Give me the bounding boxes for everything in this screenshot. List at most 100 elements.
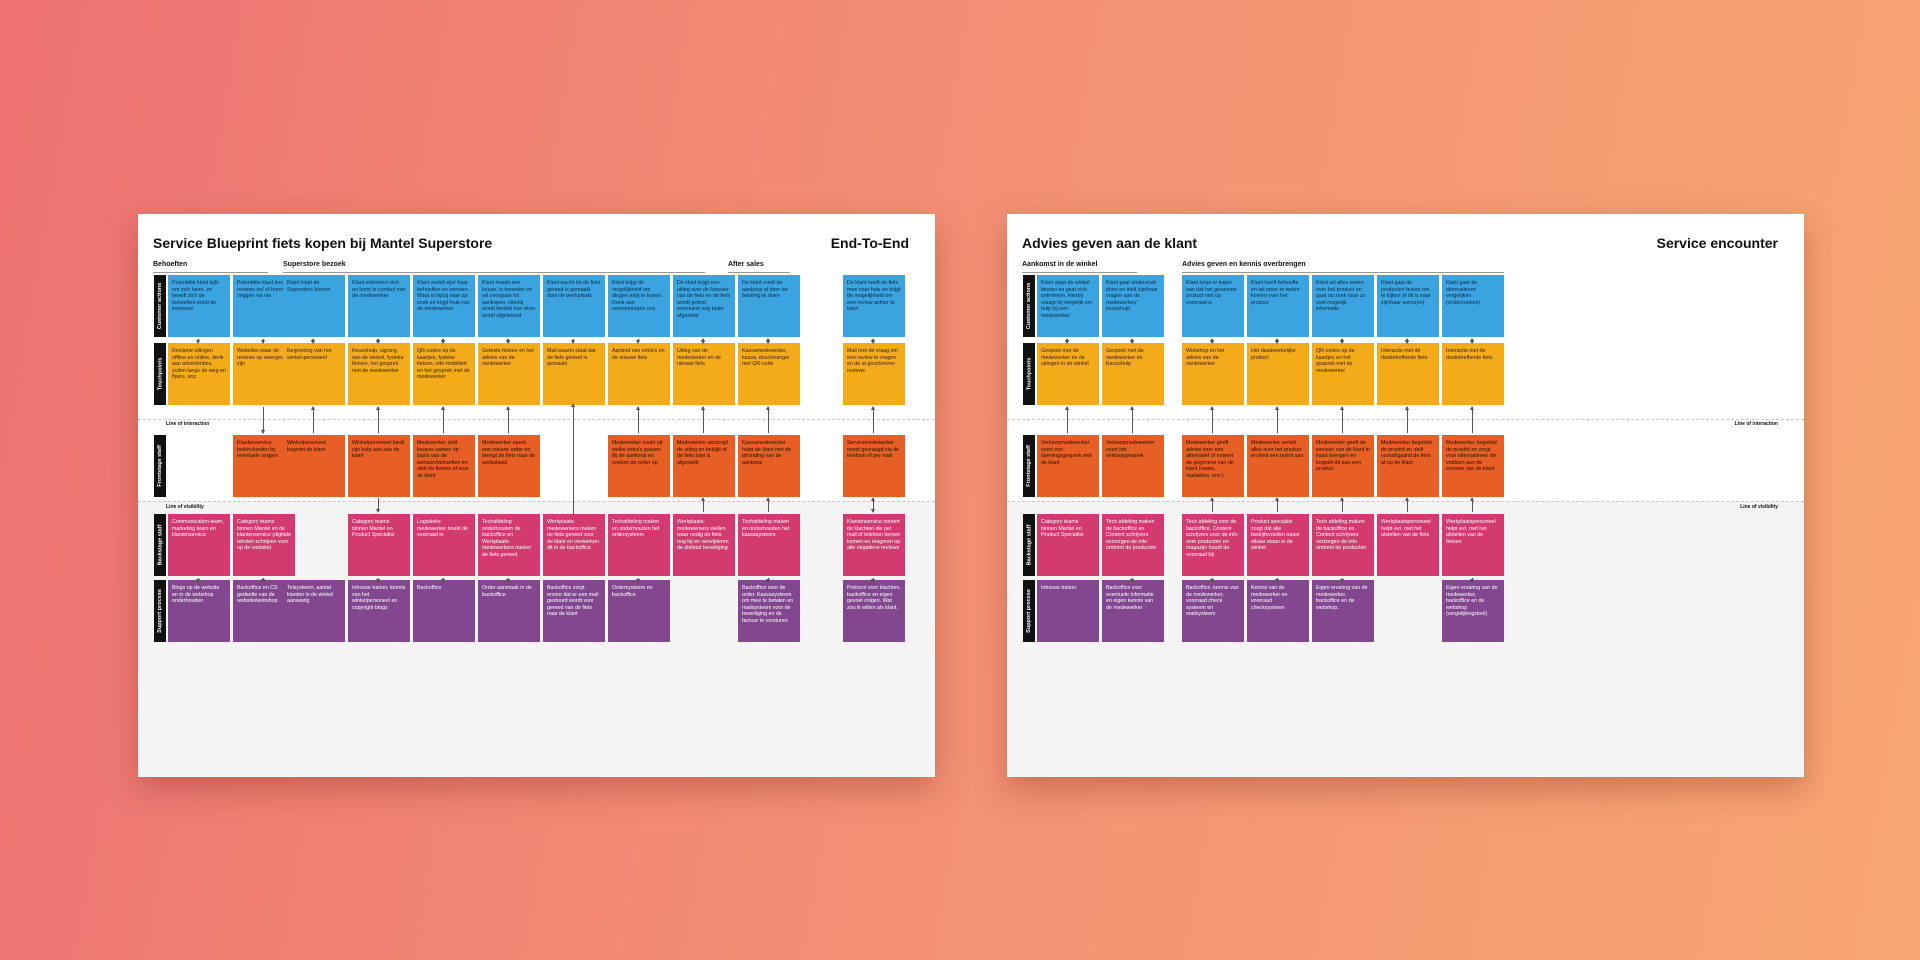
- backstage-card: Product specialist zorgt dat alle bedrij…: [1247, 514, 1309, 576]
- customer-action-card: Klant loopt er tegen aan dat het gewenst…: [1182, 275, 1244, 337]
- connector-arrow: [1130, 406, 1134, 433]
- connector-arrow: [766, 497, 770, 512]
- connector-arrow-long: [571, 403, 575, 514]
- backstage-card: Werkplaatspersoneel helpt evt. met het a…: [1442, 514, 1504, 576]
- touchpoint-card: QR-codes op de kaartjes, fysieke fietsen…: [413, 343, 475, 405]
- connector-arrow: [871, 578, 875, 583]
- customer-action-card: Klant krijgt de mogelijkheid om dingen e…: [608, 275, 670, 337]
- connector-arrow: [441, 406, 445, 433]
- frontstage-card: Medewerker begeleid de proefrit en stelt…: [1377, 435, 1439, 497]
- connector-arrow: [311, 406, 315, 433]
- frontstage-card: Medewerker geeft advies voor een alterna…: [1182, 435, 1244, 497]
- touchpoint-card: Het daadwerkelijke product: [1247, 343, 1309, 405]
- touchpoint-card: Reclame uitingen offline en online, denk…: [168, 343, 230, 405]
- connector-arrow: [506, 578, 510, 583]
- connector-arrow: [1210, 406, 1214, 433]
- backstage-card: Techafdeling onderhouden de backoffice e…: [478, 514, 540, 576]
- connector-arrow: [1470, 497, 1474, 512]
- customer-action-card: Klant loopt de Superstore binnen: [283, 275, 345, 337]
- connector-arrow: [1065, 406, 1069, 433]
- support-process-card: Kennis van de medewerker en voorraad che…: [1247, 580, 1309, 642]
- section-header: Superstore bezoek: [283, 261, 705, 273]
- backstage-card: Category teams binnen Mantel en Product …: [348, 514, 410, 576]
- connector-arrow: [376, 338, 380, 344]
- line-of-interaction-label: Line of interaction: [1734, 421, 1778, 427]
- connector-arrow: [1210, 497, 1214, 512]
- backstage-card: Tech afdeling voor de backoffice, Conten…: [1182, 514, 1244, 576]
- frontstage-card: Medewerker zoekt uit welke extra's passe…: [608, 435, 670, 497]
- row-label-support-process: Support process: [154, 580, 166, 642]
- poster-title: Advies geven aan de klant: [1022, 235, 1198, 251]
- frontstage-card: Medewerker verzorgd de uitleg en bekijkt…: [673, 435, 735, 497]
- touchpoint-card: Kassamedewerker, kassa, doucheanger met …: [738, 343, 800, 405]
- backstage-card: Klantenservice noteert de klachten die p…: [843, 514, 905, 576]
- customer-action-card: De klant krijgt een uitleg over de funct…: [673, 275, 735, 337]
- connector-arrow: [766, 338, 770, 344]
- customer-action-card: Potentiële klant kijkt om zich heen, en …: [168, 275, 230, 337]
- section-header: Aankomst in de winkel: [1022, 261, 1137, 273]
- poster-subtitle: Service encounter: [1656, 235, 1778, 251]
- support-process-card: Backoffice: [413, 580, 475, 642]
- support-process-card: Eigen ervaring van de medewerker, backof…: [1442, 580, 1504, 642]
- customer-action-card: Klant heeft behoefte en wil meer te wete…: [1247, 275, 1309, 337]
- frontstage-card: Medewerker geeft de wensen van de klant …: [1312, 435, 1374, 497]
- row-label-frontstage-staff: Frontstage staff: [1023, 435, 1035, 497]
- support-process-card: Backoffice voor eventuele informatie en …: [1102, 580, 1164, 642]
- poster-title: Service Blueprint fiets kopen bij Mantel…: [153, 235, 493, 251]
- connector-arrow: [1340, 578, 1344, 583]
- backstage-card: Category teams binnen Mantel en Product …: [1037, 514, 1099, 576]
- connector-arrow: [871, 338, 875, 344]
- line-of-interaction: [1007, 419, 1804, 420]
- touchpoint-card: Begroeting van het winkel-personeel: [283, 343, 345, 405]
- connector-arrow: [1275, 338, 1279, 344]
- connector-arrow: [1275, 406, 1279, 433]
- support-process-card: Inhouse trainer, kennis van het winkelpe…: [348, 580, 410, 642]
- line-of-visibility: [138, 501, 935, 502]
- connector-arrow: [1340, 338, 1344, 344]
- row-label-backstage-staff: Backstage staff: [1023, 514, 1035, 576]
- support-process-card: Ordersysteem en backoffice: [608, 580, 670, 642]
- connector-arrow: [1275, 578, 1279, 583]
- connector-arrow: [196, 339, 200, 344]
- customer-action-card: De klant heeft de fiets mee naar huis en…: [843, 275, 905, 337]
- connector-arrow: [1470, 578, 1474, 583]
- support-process-card: Protocol voor klachten, backoffice en ei…: [843, 580, 905, 642]
- connector-arrow: [1065, 338, 1069, 344]
- connector-arrow: [261, 339, 265, 344]
- backstage-card: Werkplaatspersoneel helpt evt. met het a…: [1377, 514, 1439, 576]
- connector-arrow: [701, 338, 705, 344]
- backstage-card: Werkplaats-medewerkers maken de fiets ge…: [543, 514, 605, 576]
- connector-arrow: [1340, 406, 1344, 433]
- connector-arrow: [701, 497, 705, 512]
- frontstage-card: Medewerker opent een nieuwe order en bre…: [478, 435, 540, 497]
- line-of-interaction-label: Line of interaction: [166, 421, 210, 427]
- connector-arrow: [701, 406, 705, 433]
- connector-arrow: [376, 498, 380, 513]
- line-of-interaction: [138, 419, 935, 420]
- connector-arrow: [1470, 338, 1474, 344]
- frontstage-card: Medewerker begeleid de proefrit en zorgt…: [1442, 435, 1504, 497]
- touchpoint-card: Uitleg van de medewerker en de nieuwe fi…: [673, 343, 735, 405]
- connector-arrow: [311, 338, 315, 344]
- support-process-card: Telsysteem, aantal klanten in de winkel …: [283, 580, 345, 642]
- connector-arrow: [636, 339, 640, 344]
- support-process-card: Backoffice voor de order. Kassasysteem o…: [738, 580, 800, 642]
- connector-arrow: [441, 578, 445, 583]
- touchpoint-card: Geteste fietsen en het advies van de med…: [478, 343, 540, 405]
- frontstage-card: Medewerker vertelt alles over het produc…: [1247, 435, 1309, 497]
- poster-subtitle: End-To-End: [830, 235, 909, 251]
- customer-action-card: Klant oriënteert zich en komt in contact…: [348, 275, 410, 337]
- connector-arrow: [261, 578, 265, 583]
- support-process-card: Eigen ervaring van de medewerker, backof…: [1312, 580, 1374, 642]
- connector-arrow: [871, 497, 875, 513]
- connector-arrow: [1340, 497, 1344, 512]
- blueprint-poster-service-encounter: Advies geven aan de klant Service encoun…: [1007, 214, 1804, 777]
- support-process-card: Order aanmaak in de backoffice: [478, 580, 540, 642]
- touchpoint-card: Interactie met de desbetreffende fiets: [1442, 343, 1504, 405]
- backstage-card: Techafdeling maken en onderhouden het ka…: [738, 514, 800, 576]
- frontstage-card: Verkoopmedewerker voert een openingsgesp…: [1037, 435, 1099, 497]
- connector-arrow: [1210, 578, 1214, 583]
- row-label-customer-actions: Customer actions: [154, 275, 166, 337]
- section-header: Behoeften: [153, 261, 268, 273]
- backstage-card: Werkplaats-medewerkers stellen waar nodi…: [673, 514, 735, 576]
